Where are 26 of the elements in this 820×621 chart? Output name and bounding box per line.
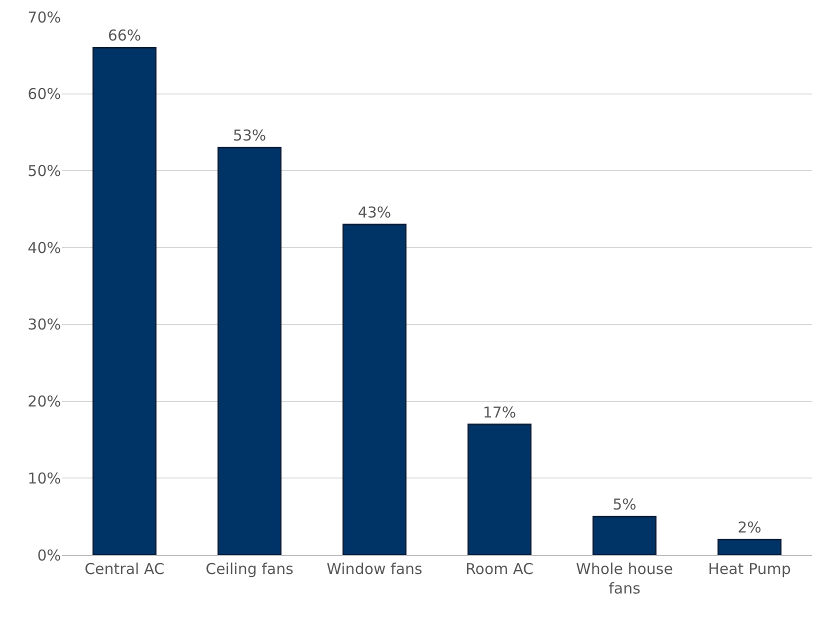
bar bbox=[92, 46, 156, 555]
data-label: 53% bbox=[232, 126, 266, 145]
x-tick-label: Ceiling fans bbox=[206, 560, 294, 578]
data-label: 66% bbox=[108, 26, 142, 45]
data-label: 2% bbox=[738, 518, 762, 537]
data-label: 17% bbox=[482, 403, 516, 422]
y-tick-label: 40% bbox=[28, 238, 61, 257]
x-tick-label: Window fans bbox=[326, 560, 423, 578]
y-tick-label: 20% bbox=[28, 392, 61, 411]
bar bbox=[342, 224, 406, 555]
y-tick-label: 10% bbox=[28, 469, 61, 488]
x-tick-label: Central AC bbox=[84, 560, 164, 578]
y-tick-label: 0% bbox=[37, 546, 61, 564]
bar bbox=[218, 146, 282, 555]
y-tick-label: 60% bbox=[28, 85, 61, 104]
bar bbox=[592, 516, 656, 555]
x-tick-label: Room AC bbox=[466, 560, 534, 578]
y-tick-label: 70% bbox=[28, 8, 61, 26]
x-tick-label: Heat Pump bbox=[708, 560, 791, 578]
data-label: 43% bbox=[358, 204, 392, 222]
x-tick-label: Whole house fans bbox=[576, 560, 673, 598]
y-tick-label: 50% bbox=[28, 162, 61, 180]
y-tick-label: 30% bbox=[28, 316, 61, 334]
bar bbox=[718, 538, 782, 555]
bar bbox=[468, 424, 532, 555]
data-label: 5% bbox=[612, 496, 636, 514]
